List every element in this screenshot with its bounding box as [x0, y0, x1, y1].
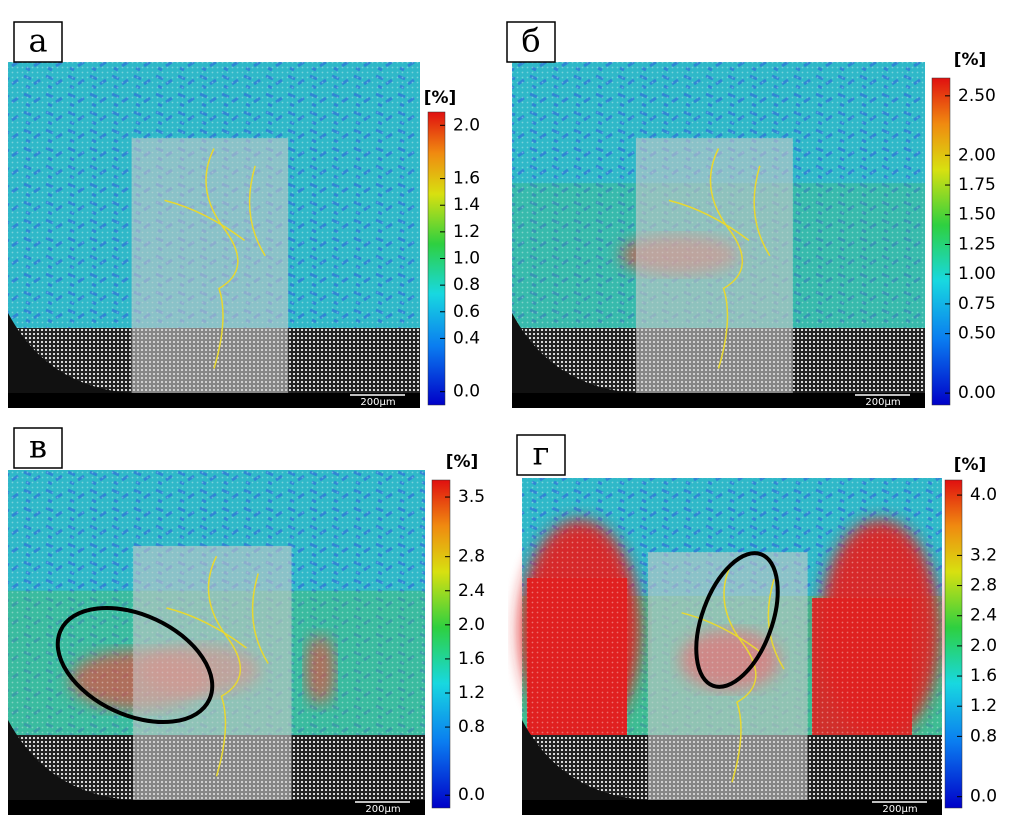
colorbar-tick-label: 0.8 — [458, 717, 485, 737]
colorbar-tick-label: 0.50 — [958, 324, 996, 344]
scale-bar-label: 200μm — [360, 397, 395, 408]
colorbar-tick-label: 0.4 — [453, 328, 480, 348]
panel-label: б — [521, 22, 540, 60]
colorbar-tick-label: 0.6 — [453, 302, 480, 322]
colorbar-tick-label: 1.6 — [453, 169, 480, 189]
colorbar-tick-label: 3.5 — [458, 487, 485, 507]
colorbar-tick-label: 2.0 — [453, 115, 480, 135]
colorbar-tick-label: 2.8 — [458, 547, 485, 567]
scale-bar-label: 200μm — [882, 804, 917, 815]
panel-label: в — [29, 428, 47, 466]
micrograph-overlay — [132, 138, 289, 408]
colorbar-tick-label: 2.00 — [958, 145, 996, 165]
colorbar-tick-label: 1.2 — [458, 683, 485, 703]
colorbar-tick-label: 3.2 — [970, 545, 997, 565]
colorbar-tick-label: 0.00 — [958, 383, 996, 403]
colorbar-tick-label: 2.0 — [458, 615, 485, 635]
colorbar-unit: [%] — [954, 455, 987, 475]
colorbar-tick-label: 0.75 — [958, 294, 996, 314]
colorbar-unit: [%] — [424, 88, 457, 108]
colorbar-tick-label: 0.0 — [453, 382, 480, 402]
colorbar-tick-label: 1.75 — [958, 175, 996, 195]
strain-map: 200μm — [8, 470, 425, 815]
strain-map: 200μm — [512, 62, 925, 408]
colorbar-tick-label: 0.8 — [970, 726, 997, 746]
colorbar-unit: [%] — [954, 50, 987, 70]
colorbar-tick-label: 1.25 — [958, 234, 996, 254]
strain-map: 200μm — [520, 478, 942, 815]
colorbar-tick-label: 2.50 — [958, 86, 996, 106]
figure: 200μm а [%] 0.0 0.4 0.6 0.8 1.0 1.2 1.4 1.6 2.0 200μ… — [0, 0, 1013, 821]
colorbar-unit: [%] — [446, 452, 479, 472]
colorbar-tick-label: 1.2 — [970, 696, 997, 716]
panel-label: а — [28, 22, 47, 60]
colorbar-tick-label: 1.2 — [453, 222, 480, 242]
colorbar — [945, 480, 962, 808]
colorbar-tick-label: 1.00 — [958, 264, 996, 284]
colorbar-tick-label: 2.8 — [970, 576, 997, 596]
colorbar-tick-label: 4.0 — [970, 485, 997, 505]
colorbar-tick-label: 0.0 — [458, 785, 485, 805]
colorbar-tick-label: 2.0 — [970, 636, 997, 656]
colorbar-tick-label: 2.4 — [970, 606, 997, 626]
strain-map: 200μm — [8, 62, 420, 408]
colorbar-tick-label: 1.6 — [970, 666, 997, 686]
colorbar-tick-label: 1.4 — [453, 195, 480, 215]
colorbar-tick-label: 1.50 — [958, 205, 996, 225]
scale-bar-label: 200μm — [865, 397, 900, 408]
colorbar — [932, 78, 950, 405]
colorbar-tick-label: 0.0 — [970, 787, 997, 807]
colorbar-tick-label: 1.6 — [458, 649, 485, 669]
colorbar-tick-label: 1.0 — [453, 249, 480, 269]
panel-label: г — [533, 435, 550, 473]
colorbar-tick-label: 2.4 — [458, 581, 485, 601]
micrograph-overlay — [636, 138, 793, 408]
colorbar-tick-label: 0.8 — [453, 275, 480, 295]
colorbar — [432, 480, 450, 808]
scale-bar-label: 200μm — [365, 804, 400, 815]
